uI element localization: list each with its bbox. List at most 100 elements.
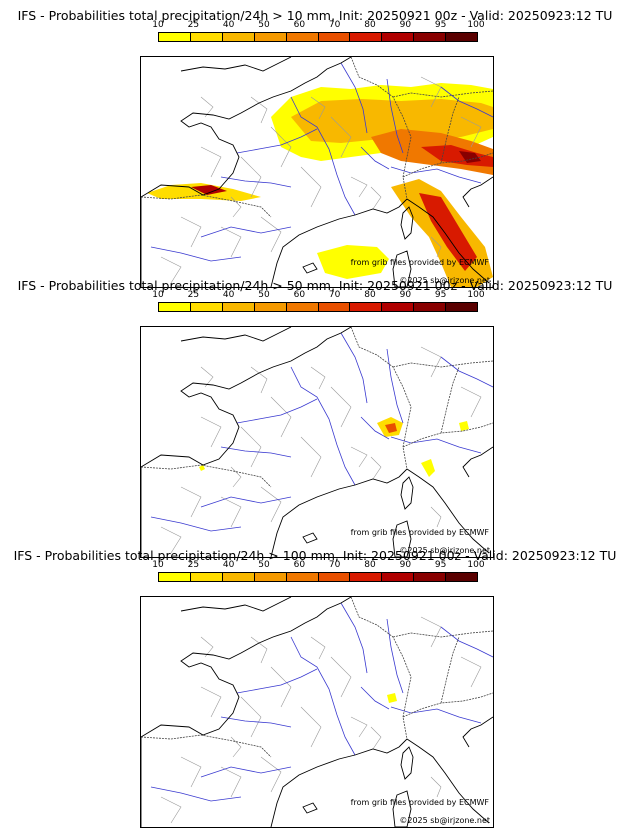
probability-map: from grib files provided by ECMWF ©2025 … (140, 326, 494, 558)
colorbar-tick-label: 50 (258, 560, 270, 570)
colorbar-tick-label: 50 (258, 20, 270, 30)
islands (302, 206, 414, 287)
precip-area-gulf-genoa-core (419, 193, 477, 271)
colorbar-tick-label: 80 (364, 560, 376, 570)
admin-boundaries (160, 616, 482, 824)
colorbar-tick-label: 10 (152, 20, 164, 30)
colorbar-swatch (318, 33, 351, 41)
colorbar-tick-label: 50 (258, 290, 270, 300)
colorbar-tick-label: 25 (187, 560, 200, 570)
colorbar-tick-label: 95 (434, 290, 447, 300)
coastlines (141, 57, 493, 287)
precip-area-north-mid (291, 99, 493, 143)
colorbar-tick-label: 60 (293, 290, 306, 300)
precip-area-liguria (421, 459, 435, 477)
probability-map: from grib files provided by ECMWF ©2025 … (140, 596, 494, 828)
colorbar-swatch (414, 33, 447, 41)
precip-area-alps-core (385, 423, 397, 433)
map-panel-10mm: IFS - Probabilities total precipitation/… (0, 8, 630, 288)
colorbar-swatch (446, 573, 478, 581)
colorbar-swatch (159, 303, 191, 311)
precip-area-alps-max (459, 151, 481, 163)
colorbar-swatch (414, 303, 447, 311)
colorbar-tick-label: 80 (364, 290, 376, 300)
colorbar-swatch (286, 33, 319, 41)
panel-title: IFS - Probabilities total precipitation/… (13, 548, 617, 563)
colorbar-swatch (446, 33, 478, 41)
country-borders (141, 597, 493, 758)
colorbar-swatch (318, 573, 351, 581)
data-credit: from grib files provided by ECMWF (350, 798, 489, 807)
precip-layer (387, 693, 397, 703)
colorbar-tick-label: 10 (152, 290, 164, 300)
rivers (150, 332, 493, 532)
colorbar-swatch (254, 33, 287, 41)
data-credit: from grib files provided by ECMWF (350, 528, 489, 537)
country-borders (141, 327, 493, 488)
colorbar-swatch (382, 573, 415, 581)
precip-layer (147, 83, 493, 287)
colorbar-tick-label: 95 (434, 560, 447, 570)
colorbar-swatch (414, 573, 447, 581)
coastlines (141, 597, 493, 827)
copyright: ©2025 sb@irjzone.net (399, 816, 490, 825)
colorbar-tick-label: 70 (328, 20, 341, 30)
colorbar-swatch (446, 303, 478, 311)
precip-layer (199, 417, 469, 477)
colorbar-swatch (190, 573, 223, 581)
colorbar-tick-label: 25 (187, 20, 200, 30)
colorbar-swatch (159, 573, 191, 581)
colorbar-ticks: 10 25 40 50 60 70 80 90 95 100 (152, 290, 484, 302)
islands (302, 746, 414, 827)
admin-boundaries (160, 76, 482, 284)
colorbar (158, 572, 478, 582)
colorbar-swatch (254, 573, 287, 581)
colorbar-tick-label: 90 (399, 560, 412, 570)
colorbar-tick-label: 90 (399, 20, 412, 30)
colorbar-swatch (350, 33, 383, 41)
coastlines (141, 327, 493, 557)
colorbar-tick-label: 70 (328, 560, 341, 570)
colorbar-swatch (382, 33, 415, 41)
colorbar-swatch (190, 33, 223, 41)
precip-area-east (459, 421, 469, 431)
precip-area-balearic (317, 245, 389, 279)
colorbar-tick-label: 25 (187, 290, 200, 300)
precip-area-alps (387, 693, 397, 703)
colorbar-swatch (190, 303, 223, 311)
colorbar-swatch (254, 303, 287, 311)
colorbar-tick-label: 70 (328, 290, 341, 300)
colorbar-tick-label: 80 (364, 20, 376, 30)
country-borders (141, 57, 493, 218)
colorbar-tick-label: 90 (399, 290, 412, 300)
precip-area-pyrenees-core (191, 185, 227, 195)
colorbar-tick-label: 100 (467, 290, 485, 300)
islands (302, 476, 414, 557)
panel-title: IFS - Probabilities total precipitation/… (17, 8, 613, 23)
colorbar-swatch (350, 303, 383, 311)
copyright: ©2025 sb@irjzone.net (399, 546, 490, 555)
colorbar (158, 302, 478, 312)
colorbar-tick-label: 100 (467, 20, 485, 30)
colorbar-swatch (222, 33, 255, 41)
colorbar-tick-label: 10 (152, 560, 164, 570)
colorbar-swatch (318, 303, 351, 311)
colorbar-swatch (222, 303, 255, 311)
rivers (150, 602, 493, 802)
colorbar-tick-label: 40 (222, 560, 235, 570)
colorbar-ticks: 10 25 40 50 60 70 80 90 95 100 (152, 20, 484, 32)
map-panel-100mm: IFS - Probabilities total precipitation/… (0, 548, 630, 828)
colorbar-swatch (350, 573, 383, 581)
precip-area-speck (199, 465, 205, 471)
panel-title: IFS - Probabilities total precipitation/… (17, 278, 613, 293)
colorbar-tick-label: 100 (467, 560, 485, 570)
colorbar-tick-label: 40 (222, 20, 235, 30)
colorbar-ticks: 10 25 40 50 60 70 80 90 95 100 (152, 560, 484, 572)
colorbar-tick-label: 60 (293, 560, 306, 570)
map-panel-50mm: IFS - Probabilities total precipitation/… (0, 278, 630, 558)
colorbar-swatch (286, 573, 319, 581)
probability-map: from grib files provided by ECMWF ©2025 … (140, 56, 494, 288)
data-credit: from grib files provided by ECMWF (350, 258, 489, 267)
colorbar-swatch (159, 33, 191, 41)
colorbar-tick-label: 60 (293, 20, 306, 30)
